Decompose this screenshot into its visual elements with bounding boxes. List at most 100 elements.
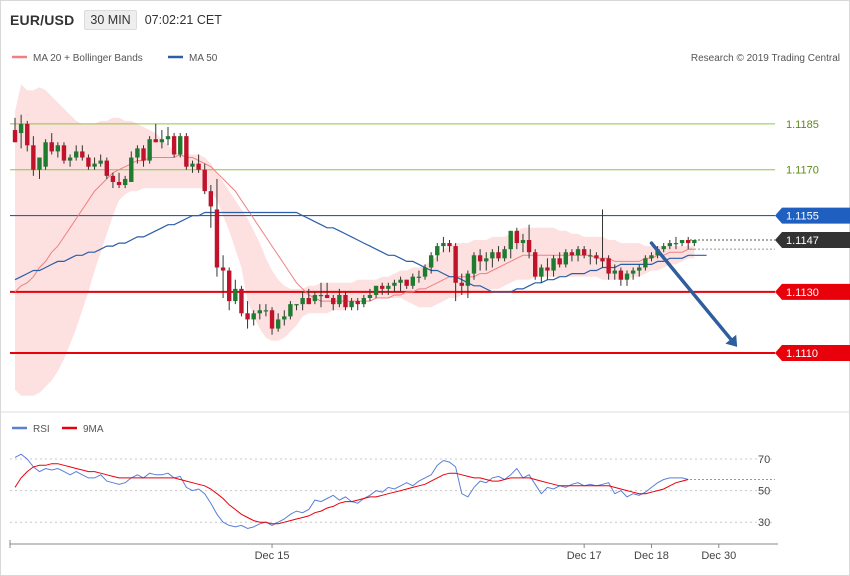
level-tag-1-1130 <box>775 283 850 300</box>
bollinger-band-fill <box>15 84 695 396</box>
candle-body <box>502 249 507 259</box>
rsi-tick-50: 50 <box>758 486 770 498</box>
candle-body <box>122 178 128 186</box>
credit-label: Research © 2019 Trading Central <box>691 53 840 64</box>
rsi-line <box>14 453 689 530</box>
candle-body <box>539 267 544 277</box>
candle-body <box>612 270 617 274</box>
legend-label-ma20: MA 20 + Bollinger Bands <box>33 53 143 64</box>
x-tick-label: Dec 18 <box>634 550 669 562</box>
ma50-line <box>14 211 707 293</box>
candle-body <box>312 294 318 302</box>
candle-body <box>214 209 220 268</box>
candle-body <box>551 258 556 271</box>
legend-label-ma50: MA 50 <box>189 53 218 64</box>
candle-body <box>520 240 526 244</box>
candle-body <box>441 243 446 247</box>
candle-body <box>545 267 550 271</box>
candle-body <box>398 279 403 283</box>
candle-body <box>227 270 232 302</box>
candle-body <box>514 230 520 244</box>
candle-body <box>153 139 158 143</box>
candle-body <box>18 123 24 134</box>
candle-body <box>630 270 636 274</box>
x-axis: Dec 15 Dec 17 Dec 18 Dec 30 <box>9 540 778 562</box>
candle-body <box>569 252 575 256</box>
candle-body <box>618 270 624 280</box>
candle-body <box>686 240 691 244</box>
candle-body <box>239 288 244 314</box>
candle-body <box>251 313 256 320</box>
candle-body <box>31 145 36 170</box>
candle-body <box>98 160 103 164</box>
candle-body <box>318 294 324 297</box>
candle-body <box>282 316 287 320</box>
x-tick-label: Dec 17 <box>567 550 602 562</box>
timeframe-badge[interactable]: 30 MIN <box>84 10 137 30</box>
candle-body <box>355 301 360 305</box>
candle-body <box>392 282 397 286</box>
x-tick-label: Dec 30 <box>701 550 736 562</box>
candle-body <box>37 157 42 170</box>
candle-body <box>692 240 697 244</box>
candle-body <box>12 130 18 143</box>
candle-body <box>594 255 599 259</box>
candle-body <box>471 255 477 274</box>
candle-body <box>459 282 464 286</box>
candle-body <box>649 255 654 259</box>
timestamp: 07:02:21 CET <box>144 13 222 27</box>
legend-label-9ma: 9MA <box>83 424 104 435</box>
last-price-tag <box>775 232 850 248</box>
candle-body <box>624 273 630 280</box>
candle-body <box>637 267 642 271</box>
candle-body <box>306 298 311 305</box>
candle-body <box>557 258 562 265</box>
candle-body <box>80 151 85 158</box>
candle-body <box>43 142 48 167</box>
candle-body <box>165 136 171 140</box>
candle-body <box>386 285 391 289</box>
candle-body <box>453 246 458 283</box>
rsi-9ma-line <box>14 463 689 525</box>
symbol-label: EUR/USD <box>10 12 75 28</box>
candle-body <box>422 267 428 277</box>
candle-body <box>324 294 330 299</box>
x-tick-label: Dec 15 <box>255 550 290 562</box>
candle-body <box>380 285 385 289</box>
forecast-arrow-layer <box>649 241 738 347</box>
level-tag-1-1110 <box>775 345 850 362</box>
candle-body <box>673 243 679 245</box>
level-tag-1-1155 <box>775 207 850 224</box>
candle-body <box>477 255 483 262</box>
candle-body <box>343 294 348 308</box>
candle-body <box>135 148 140 158</box>
candle-body <box>337 294 342 305</box>
candle-body <box>208 191 214 207</box>
level-label-1-1185: 1.1185 <box>786 119 819 131</box>
level-lines-layer <box>10 123 775 355</box>
forecast-arrow-shaft <box>649 241 733 341</box>
candle-body <box>159 139 165 143</box>
candle-body <box>190 163 195 167</box>
candle-body <box>257 310 262 314</box>
candle-body <box>661 246 666 250</box>
bollinger-band-layer <box>15 84 695 396</box>
level-label-1-1130: 1.1130 <box>786 287 819 299</box>
candle-body <box>104 160 109 176</box>
candle-body <box>349 301 354 308</box>
last-price-label: 1.1147 <box>786 235 819 247</box>
candle-body <box>416 276 422 278</box>
candle-body <box>245 313 250 320</box>
candle-body <box>233 288 238 302</box>
candle-body <box>410 276 415 286</box>
candle-body <box>496 252 501 259</box>
candle-body <box>300 298 305 305</box>
candle-body <box>533 252 538 277</box>
candle-body <box>263 310 269 312</box>
candle-body <box>581 249 587 256</box>
rsi-panel: 30 50 70 <box>10 453 775 530</box>
candle-body <box>61 145 67 161</box>
rsi-tick-30: 30 <box>758 517 770 529</box>
candle-body <box>484 258 489 262</box>
